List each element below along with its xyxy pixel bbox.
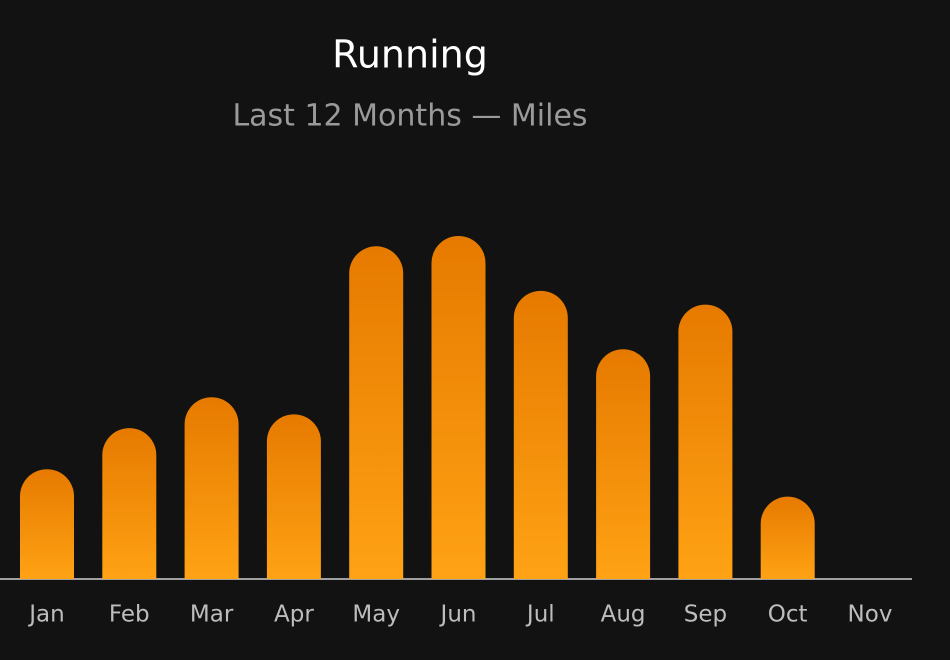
x-tick-label: Oct xyxy=(768,602,808,628)
x-tick-label: Jan xyxy=(27,602,64,628)
chart-subtitle: Last 12 Months — Miles xyxy=(232,99,587,134)
x-tick-label: Jul xyxy=(525,602,555,628)
bar xyxy=(349,246,404,579)
x-tick-label: Apr xyxy=(274,602,314,628)
bar xyxy=(20,469,74,579)
bar xyxy=(760,496,815,579)
x-tick-label: Sep xyxy=(684,602,727,628)
x-tick-label: Nov xyxy=(848,602,893,628)
bar xyxy=(266,414,321,579)
bar xyxy=(596,349,651,579)
x-tick-label: Mar xyxy=(190,602,234,628)
x-tick-label: Feb xyxy=(109,602,150,628)
x-tick-label: Jun xyxy=(439,602,477,628)
x-tick-label: Aug xyxy=(601,602,646,628)
bar xyxy=(431,236,486,579)
bar xyxy=(184,397,239,579)
bar xyxy=(102,428,157,579)
x-tick-label: May xyxy=(352,602,400,628)
bar xyxy=(678,304,733,579)
chart-title: Running xyxy=(332,33,488,77)
bar xyxy=(513,290,568,579)
